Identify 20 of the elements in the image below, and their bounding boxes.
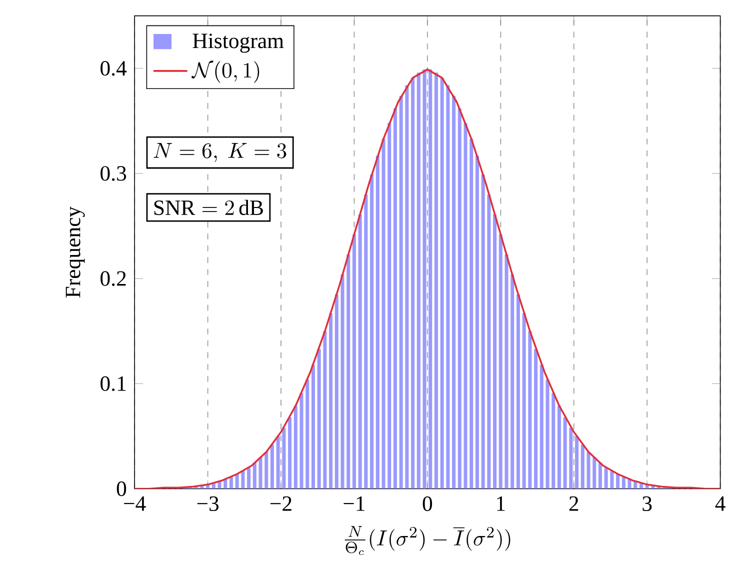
annotation: $\mathrm{SNR}=2\,\mathrm{dB}$ xyxy=(154,200,263,216)
x-tick-label: 0 xyxy=(422,496,432,512)
x-tick-label: −2 xyxy=(270,496,292,511)
x-tick-label: 4 xyxy=(715,496,726,511)
x-axis-title: $\frac{N}{\Theta_c}(I(\sigma^2)-\overline{I}(\sigma^2))$ xyxy=(344,526,510,556)
y-tick-label: 0.4 xyxy=(100,61,127,76)
x-tick-label: 1 xyxy=(497,496,505,511)
x-tick-label: −1 xyxy=(344,496,364,511)
x-tick-label: −4 xyxy=(124,496,146,511)
x-tick-label: 2 xyxy=(569,496,578,511)
x-tick-label: −3 xyxy=(197,496,219,512)
y-axis-title: Frequency xyxy=(66,206,85,298)
annotation: $N=6,\ K=3$ xyxy=(154,143,286,162)
legend-label: $\mathcal{N}(0,1)$ xyxy=(192,60,260,83)
legend-label: Histogram xyxy=(192,34,284,53)
y-tick-label: 0.1 xyxy=(100,376,126,392)
y-tick-label: 0.3 xyxy=(100,166,126,182)
x-tick-label: 3 xyxy=(642,496,652,512)
y-tick-label: 0.2 xyxy=(100,271,126,286)
y-tick-label: 0 xyxy=(116,482,126,496)
